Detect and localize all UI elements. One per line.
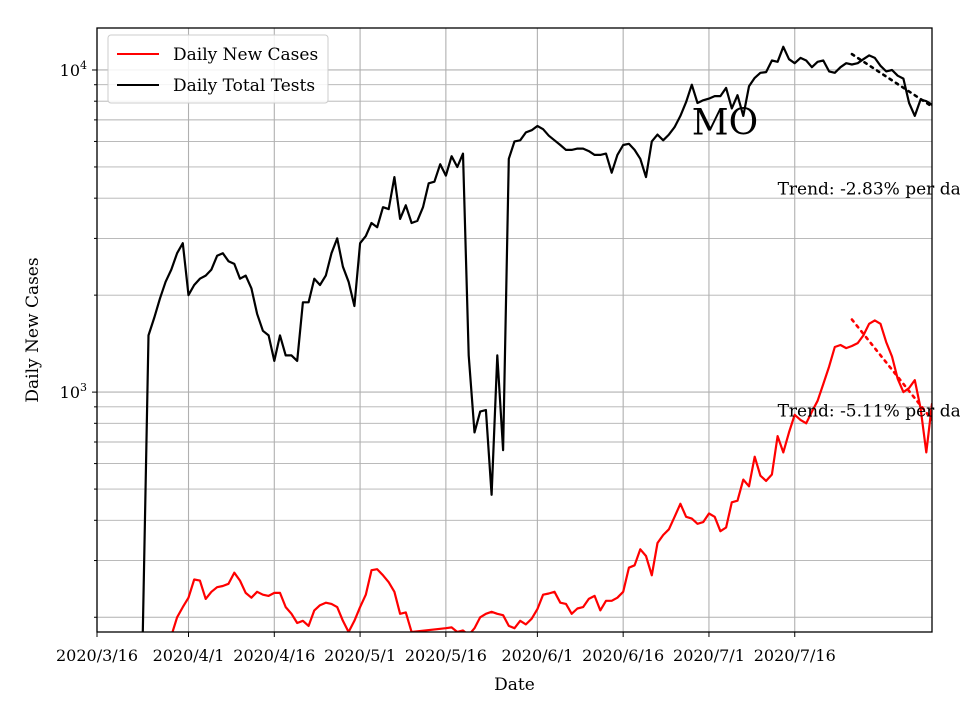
x-tick-label: 2020/5/16 [405,646,487,665]
plot-frame [96,27,933,633]
x-tick-label: 2020/6/16 [582,646,664,665]
x-tick-label: 2020/4/16 [233,646,315,665]
x-tick-label: 2020/3/16 [56,646,138,665]
annotations: MO Trend: -2.83% per day Trend: -5.11% per… [692,103,960,422]
trend-annotation-tests: Trend: -2.83% per day [778,180,960,200]
y-tick-label: 103 [60,381,87,402]
y-axis: 103 104 [60,59,97,618]
x-tick-label: 2020/6/1 [501,646,573,665]
x-axis-title: Date [494,675,535,695]
grid [96,28,932,632]
x-tick-label: 2020/7/1 [673,646,745,665]
x-tick-label: 2020/7/16 [754,646,836,665]
legend-label-tests: Daily Total Tests [173,76,315,96]
x-axis: 2020/3/16 2020/4/1 2020/4/16 2020/5/1 2020/5… [56,632,836,665]
legend: Daily New Cases Daily Total Tests [107,34,329,104]
x-tick-label: 2020/4/1 [153,646,225,665]
legend-box [107,34,329,104]
legend-label-cases: Daily New Cases [173,45,318,65]
trend-layer [850,52,932,422]
series-layer [141,45,932,632]
trend-line-cases [850,318,932,422]
series-line-daily-total-tests [141,45,932,632]
y-axis-title: Daily New Cases [23,257,43,402]
x-tick-label: 2020/5/1 [324,646,396,665]
chart-title-label: MO [692,103,758,144]
trend-annotation-cases: Trend: -5.11% per day [778,401,960,421]
series-line-daily-new-cases [171,319,932,632]
y-tick-label: 104 [60,59,87,80]
trend-line-tests [850,52,932,109]
